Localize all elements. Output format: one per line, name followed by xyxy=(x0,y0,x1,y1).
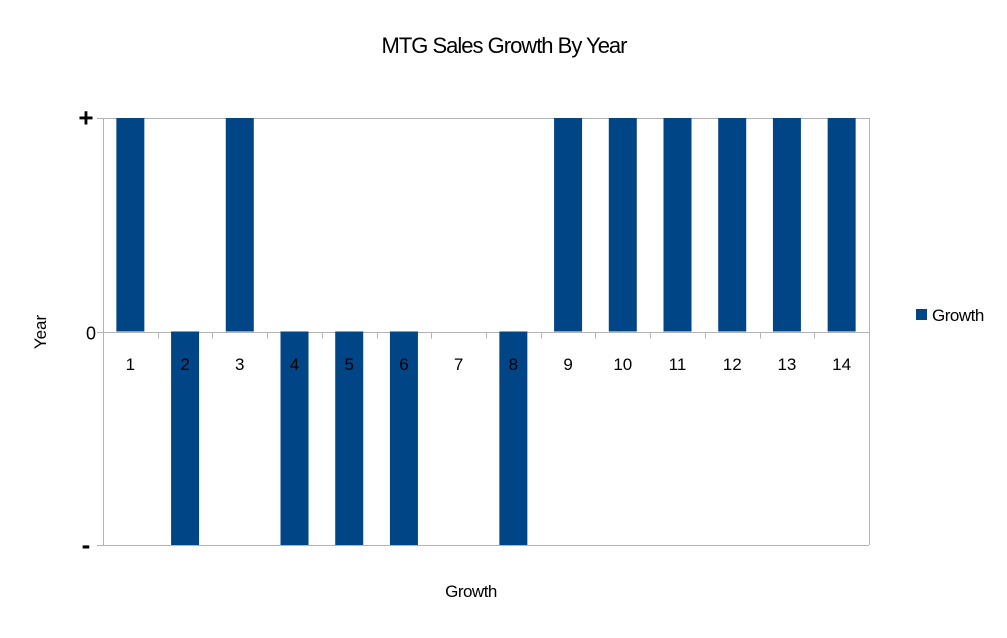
gridlines xyxy=(97,118,870,546)
x-tick-label: 6 xyxy=(399,355,408,374)
bar-5 xyxy=(335,331,364,545)
bar-8 xyxy=(499,331,528,545)
y-tick-label: + xyxy=(78,103,93,133)
x-tick-label: 13 xyxy=(777,355,796,374)
x-tick-labels: 1 2 3 4 5 6 7 8 9 10 11 12 13 14 xyxy=(126,355,851,374)
bar-13 xyxy=(772,118,801,332)
x-tick-label: 1 xyxy=(126,355,135,374)
x-tick-label: 11 xyxy=(669,355,687,374)
x-tick-label: 3 xyxy=(235,355,244,374)
chart-title: MTG Sales Growth By Year xyxy=(382,33,628,58)
bar-4 xyxy=(280,331,309,545)
bar-11 xyxy=(663,118,692,332)
y-axis-label: Year xyxy=(31,314,50,349)
y-tick-label: 0 xyxy=(86,324,96,344)
y-tick-labels: +0 - xyxy=(78,103,96,560)
x-tick-label: 10 xyxy=(613,355,632,374)
bar-6 xyxy=(389,331,418,545)
bar-3 xyxy=(225,118,254,332)
x-tick-label: 14 xyxy=(832,355,851,374)
legend-swatch xyxy=(916,309,927,320)
x-axis-label: Growth xyxy=(445,582,497,601)
x-tick-label: 4 xyxy=(290,355,299,374)
y-tick-label: - xyxy=(82,530,91,560)
bar-14 xyxy=(827,118,856,332)
bars xyxy=(116,118,856,545)
x-tick-label: 7 xyxy=(454,355,463,374)
x-tick-label: 8 xyxy=(509,355,518,374)
bar-10 xyxy=(608,118,637,332)
legend: Growth xyxy=(916,306,984,325)
bar-9 xyxy=(554,118,583,332)
bar-1 xyxy=(116,118,145,332)
x-tick-label: 12 xyxy=(723,355,742,374)
x-tick-label: 2 xyxy=(180,355,189,374)
legend-label: Growth xyxy=(932,306,984,325)
bar-2 xyxy=(171,331,200,545)
bar-12 xyxy=(718,118,747,332)
x-tick-label: 9 xyxy=(563,355,572,374)
x-tick-label: 5 xyxy=(344,355,353,374)
